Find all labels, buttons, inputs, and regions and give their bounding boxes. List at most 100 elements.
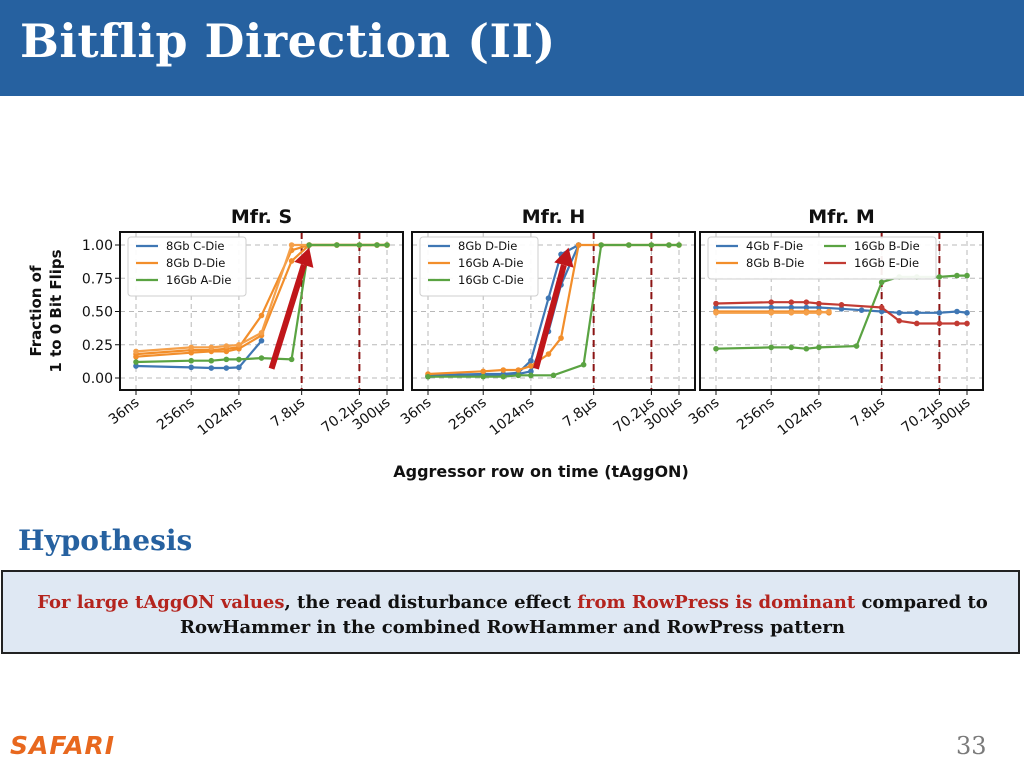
y-axis-label-line2: 1 to 0 Bit Flips	[47, 249, 65, 372]
data-point	[223, 343, 230, 349]
data-point	[713, 304, 719, 311]
data-point	[528, 368, 534, 375]
data-point	[288, 258, 295, 264]
data-point	[803, 304, 810, 311]
legend-label: 8Gb D-Die	[458, 239, 517, 253]
trend-arrow-head	[294, 247, 314, 268]
data-point	[575, 242, 582, 248]
data-point	[853, 343, 860, 349]
data-point	[954, 320, 960, 327]
data-point	[676, 242, 682, 248]
data-point	[258, 337, 265, 344]
x-tick-label: 1024ns	[195, 395, 246, 439]
data-point	[878, 308, 885, 315]
data-point	[838, 306, 845, 312]
series-line	[715, 274, 967, 350]
data-point	[788, 299, 795, 305]
data-point	[334, 242, 340, 248]
legend-label: 8Gb C-Die	[166, 239, 225, 253]
data-point	[208, 357, 215, 364]
data-point	[936, 310, 943, 316]
data-point	[223, 365, 230, 371]
legend-label: 16Gb A-Die	[166, 273, 231, 287]
data-point	[816, 304, 822, 311]
data-point	[626, 242, 632, 248]
series-line	[428, 243, 679, 378]
safari-logo: SAFARI	[10, 731, 116, 760]
data-point	[878, 279, 885, 286]
data-point	[480, 368, 487, 375]
page-number: 33	[956, 732, 987, 760]
data-point	[288, 242, 295, 248]
panel-title: Mfr. S	[231, 206, 292, 228]
data-point	[768, 344, 775, 351]
legend-box	[419, 236, 539, 297]
data-point	[954, 272, 960, 279]
data-point	[816, 310, 822, 316]
trend-arrow-shaft	[533, 264, 567, 370]
data-point	[188, 364, 195, 371]
data-point	[803, 345, 810, 352]
data-point	[515, 367, 522, 373]
chart: Fraction of 1 to 0 Bit Flips 0.00 0.25 0.50 0…	[27, 206, 984, 481]
y-axis-label-line1: Fraction of	[27, 265, 45, 357]
data-point	[480, 373, 487, 380]
legend-label: 16Gb A-Die	[458, 256, 523, 270]
x-tick-label: 36ns	[686, 395, 723, 429]
data-point	[598, 242, 604, 248]
data-point	[768, 310, 775, 316]
data-point	[896, 310, 903, 316]
x-axis-label: Aggressor row on time (tAggON)	[393, 462, 689, 481]
x-tick-label: 256ns	[446, 395, 490, 434]
series-line	[135, 340, 263, 370]
legend-label: 4Gb F-Die	[746, 239, 803, 253]
hypothesis-text-1: , the read disturbance effect	[284, 592, 578, 613]
data-point	[768, 299, 775, 305]
data-point	[936, 274, 943, 280]
data-point	[306, 242, 312, 248]
y-tick-label: 0.00	[82, 371, 113, 387]
data-point	[788, 344, 795, 351]
data-point	[648, 242, 655, 248]
hypothesis-heading: Hypothesis	[18, 524, 193, 557]
data-point	[236, 356, 242, 363]
x-tick-label: 7.8µs	[848, 395, 888, 431]
data-point	[236, 345, 242, 352]
hypothesis-text: For large tAggON values, the read distur…	[3, 590, 1022, 640]
data-point	[954, 308, 960, 315]
data-point	[515, 372, 522, 379]
data-point	[768, 304, 775, 311]
hypothesis-box: For large tAggON values, the read distur…	[1, 570, 1020, 654]
data-point	[713, 345, 719, 352]
data-point	[545, 295, 552, 301]
data-point	[133, 348, 139, 355]
data-point	[188, 344, 195, 351]
legend-label: 16Gb B-Die	[854, 239, 920, 253]
data-point	[936, 320, 943, 327]
x-tick-label: 7.8µs	[560, 395, 600, 431]
data-point	[500, 367, 507, 373]
legend-box	[707, 236, 937, 280]
y-tick-label: 1.00	[82, 238, 113, 254]
data-point	[356, 242, 363, 248]
data-point	[964, 272, 970, 279]
x-tick-label: 1024ns	[775, 395, 826, 439]
panel-frame	[699, 231, 984, 391]
data-point	[713, 310, 719, 316]
panel-frame	[411, 231, 696, 391]
data-point	[713, 300, 719, 307]
series-line	[715, 301, 967, 325]
hypothesis-text-3: RowHammer in the combined RowHammer and …	[180, 617, 845, 638]
data-point	[964, 310, 970, 316]
data-point	[558, 335, 564, 341]
legend-label: 8Gb D-Die	[166, 256, 225, 270]
data-point	[208, 348, 215, 355]
data-point	[528, 357, 534, 364]
data-point	[803, 310, 810, 316]
title-bar: Bitflip Direction (II)	[0, 0, 1024, 96]
data-point	[816, 344, 822, 351]
legend-label: 16Gb C-Die	[458, 273, 524, 287]
data-point	[896, 318, 903, 324]
data-point	[816, 300, 822, 307]
data-point	[666, 242, 672, 248]
